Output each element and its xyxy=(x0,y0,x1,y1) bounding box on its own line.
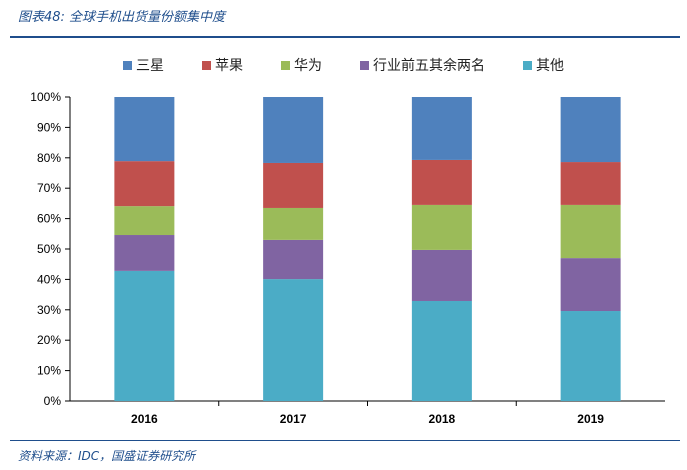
legend-label: 华为 xyxy=(294,58,322,74)
source-divider xyxy=(10,440,680,441)
bar-segment xyxy=(263,239,324,280)
legend-swatch xyxy=(360,60,369,70)
y-tick-label: 10% xyxy=(37,364,61,378)
bar-segment xyxy=(263,97,324,163)
bar-segment xyxy=(263,162,324,208)
bar-segment xyxy=(114,235,175,271)
x-tick-label: 2018 xyxy=(429,412,456,426)
bar-segment xyxy=(263,279,324,401)
bar-segment xyxy=(411,97,472,160)
title-divider xyxy=(10,36,680,38)
legend-item: 行业前五其余两名 xyxy=(360,55,485,75)
bar-segment xyxy=(560,204,621,259)
bar-segment xyxy=(411,300,472,401)
legend-item: 三星 xyxy=(123,55,164,75)
legend-swatch xyxy=(123,60,132,70)
bar-segment xyxy=(114,161,175,207)
chart-title: 图表48: 全球手机出货量份额集中度 xyxy=(18,10,226,25)
x-tick-label: 2017 xyxy=(280,412,307,426)
bar-segment xyxy=(411,204,472,250)
legend-item: 其他 xyxy=(523,55,564,75)
bar-segment xyxy=(411,249,472,301)
legend-swatch xyxy=(523,60,532,70)
y-tick-label: 0% xyxy=(44,394,62,408)
y-tick-label: 60% xyxy=(37,212,61,226)
bar-segment xyxy=(114,206,175,236)
y-tick-label: 20% xyxy=(37,333,61,347)
x-tick-label: 2019 xyxy=(577,412,604,426)
legend-item: 华为 xyxy=(281,55,322,75)
bar-segment xyxy=(560,258,621,312)
legend-label: 其他 xyxy=(536,58,564,74)
legend-label: 三星 xyxy=(136,58,164,74)
legend-label: 苹果 xyxy=(215,58,243,74)
bar-segment xyxy=(114,270,175,401)
bar-segment xyxy=(560,311,621,401)
bar-segment xyxy=(560,162,621,205)
x-tick-label: 2016 xyxy=(131,412,158,426)
y-tick-label: 70% xyxy=(37,181,61,195)
y-tick-label: 30% xyxy=(37,303,61,317)
y-tick-label: 50% xyxy=(37,242,61,256)
legend: 三星 苹果 华为 行业前五其余两名 其他 xyxy=(0,55,687,75)
y-tick-label: 90% xyxy=(37,120,61,134)
legend-swatch xyxy=(281,60,290,70)
legend-swatch xyxy=(202,60,211,70)
legend-label: 行业前五其余两名 xyxy=(373,58,485,74)
y-tick-label: 80% xyxy=(37,151,61,165)
bar-segment xyxy=(560,97,621,163)
legend-item: 苹果 xyxy=(202,55,243,75)
y-tick-label: 100% xyxy=(30,90,61,104)
bar-segment xyxy=(114,97,175,162)
source-note: 资料来源：IDC，国盛证券研究所 xyxy=(18,449,196,463)
bar-segment xyxy=(263,207,324,240)
bar-segment xyxy=(411,159,472,205)
y-tick-label: 40% xyxy=(37,272,61,286)
